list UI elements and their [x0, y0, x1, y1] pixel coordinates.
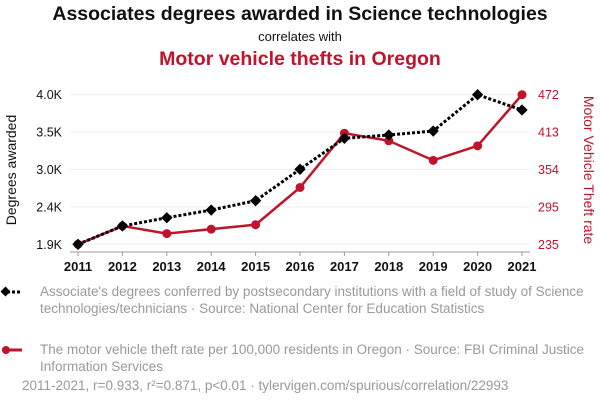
legend-marker-1 — [0, 286, 11, 297]
legend-marker-2 — [2, 346, 10, 354]
x-tick-label: 2016 — [286, 259, 315, 274]
x-tick-label: 2012 — [108, 259, 137, 274]
point-thefts — [428, 155, 438, 165]
point-thefts — [162, 229, 172, 239]
point-degrees — [427, 125, 439, 137]
y-tick-left: 3.0K — [36, 163, 62, 177]
x-tick-label: 2021 — [508, 259, 537, 274]
y-tick-left: 1.9K — [36, 238, 62, 252]
point-degrees — [116, 220, 129, 232]
y-tick-left: 3.5K — [36, 126, 62, 140]
legend-label-2: The motor vehicle theft rate per 100,000… — [40, 342, 585, 374]
legend-item-2: The motor vehicle theft rate per 100,000… — [22, 341, 585, 375]
point-degrees — [338, 132, 351, 144]
y-tick-right: 354 — [538, 163, 559, 177]
point-degrees — [72, 238, 84, 250]
y-tick-right: 413 — [538, 126, 559, 140]
point-degrees — [471, 89, 484, 101]
x-tick-label: 2013 — [152, 259, 181, 274]
point-thefts — [295, 182, 305, 192]
point-degrees — [516, 104, 528, 116]
point-thefts — [384, 136, 394, 146]
x-tick-label: 2020 — [463, 259, 492, 274]
legend-markers — [0, 286, 22, 354]
point-thefts — [517, 90, 527, 100]
point-degrees — [294, 163, 306, 175]
plot-area: 1.9K 235 2.4K 295 3.0K 354 3.5K 413 4.0K 472 2011 2… — [3, 88, 597, 274]
x-tick-label: 2011 — [64, 259, 92, 274]
y-tick-right: 472 — [538, 88, 559, 102]
x-tick-label: 2017 — [330, 259, 359, 274]
y-tick-right: 235 — [538, 238, 559, 252]
y-tick-right: 295 — [538, 200, 559, 214]
chart-title: Associates degrees awarded in Science te… — [52, 3, 548, 25]
chart-subtitle: correlates with — [258, 29, 342, 44]
y-axis-label-right: Motor Vehicle Theft rate — [581, 96, 597, 245]
footer: 2011-2021, r=0.933, r²=0.871, p<0.01 · t… — [22, 378, 509, 393]
point-thefts — [251, 220, 261, 230]
series-line-degrees — [77, 93, 523, 246]
point-degrees — [249, 195, 262, 207]
legend-label-1: Associate's degrees conferred by postsec… — [40, 284, 584, 316]
point-thefts — [473, 141, 483, 151]
point-degrees — [383, 129, 395, 141]
x-tick-label: 2018 — [374, 259, 403, 274]
chart-title-2: Motor vehicle thefts in Oregon — [159, 48, 441, 70]
x-tick-label: 2014 — [197, 259, 227, 274]
y-tick-left: 2.4K — [36, 200, 62, 214]
y-tick-left: 4.0K — [36, 88, 62, 102]
point-degrees — [161, 212, 173, 224]
point-degrees — [205, 204, 217, 216]
y-axis-label-left: Degrees awarded — [3, 115, 19, 226]
point-thefts — [206, 224, 216, 234]
x-tick-label: 2015 — [241, 259, 270, 274]
legend-item-1: Associate's degrees conferred by postsec… — [22, 283, 585, 317]
x-tick-label: 2019 — [419, 259, 448, 274]
